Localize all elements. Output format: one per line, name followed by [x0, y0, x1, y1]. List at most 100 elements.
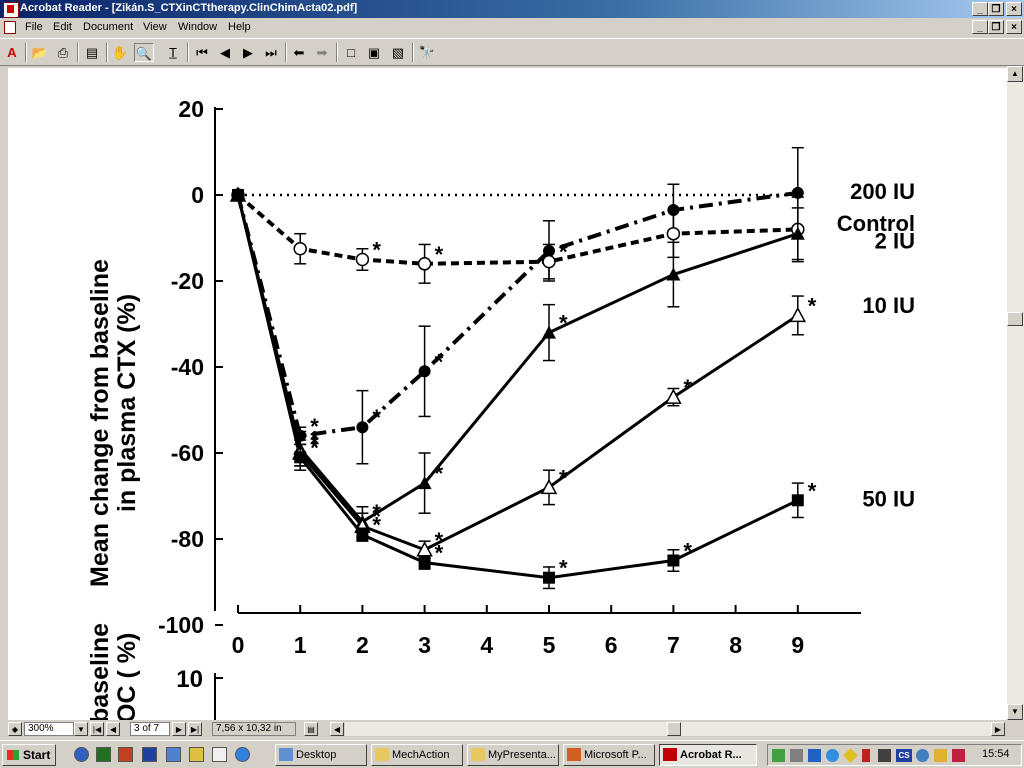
task-label: Microsoft P...: [584, 749, 647, 761]
network-icon[interactable]: [772, 749, 785, 762]
data-point: [417, 257, 432, 271]
acrobat-logo-icon[interactable]: A: [7, 45, 17, 60]
pdf-page[interactable]: Mean change from baseline in plasma CTX …: [8, 68, 1007, 720]
zoom-tool-icon[interactable]: 🔍: [134, 43, 154, 62]
doc-minimize-button[interactable]: _: [972, 20, 988, 34]
significance-star: *: [372, 500, 381, 525]
last-page-button[interactable]: ▶|: [188, 722, 202, 736]
menu-window[interactable]: Window: [178, 21, 218, 33]
x-tick-label: 2: [356, 632, 369, 658]
security-icon[interactable]: [843, 748, 858, 763]
browser-quicklaunch-icon[interactable]: [235, 747, 250, 762]
menu-document[interactable]: Document: [83, 21, 134, 33]
menu-view[interactable]: View: [143, 21, 167, 33]
minimize-button[interactable]: _: [972, 2, 988, 16]
page-indicator[interactable]: 3 of 7: [130, 722, 170, 736]
print-icon[interactable]: ⎙: [57, 45, 69, 60]
data-point: [790, 226, 805, 240]
next-page-button[interactable]: ▶: [172, 722, 186, 736]
doc-restore-button[interactable]: ❐: [988, 20, 1004, 34]
significance-star: *: [310, 427, 319, 452]
task-powerpoint[interactable]: Microsoft P...: [563, 744, 655, 766]
document-quicklaunch-icon[interactable]: [212, 747, 227, 762]
window-title: Acrobat Reader - [Zikán.S_CTXinCTtherapy…: [20, 2, 358, 14]
doc-close-button[interactable]: ×: [1006, 20, 1022, 34]
go-forward-icon[interactable]: ➡: [316, 45, 328, 60]
task-mechaction[interactable]: MechAction: [371, 744, 463, 766]
messenger-icon[interactable]: [826, 749, 839, 762]
lower-panel-label-line1: baseline: [86, 623, 114, 720]
zoom-dropdown-icon[interactable]: ▼: [74, 722, 88, 736]
toolbar: A 📂 ⎙ ▤ ✋ 🔍 T̲ ⏮ ◀ ▶ ⏭ ⬅ ➡ □ ▣ ▧ 🔭: [0, 38, 1024, 66]
explorer-quicklaunch-icon[interactable]: [166, 747, 181, 762]
task-label: MyPresenta...: [488, 749, 556, 761]
acrobat-app-icon[interactable]: [3, 2, 19, 18]
navigation-pane-icon[interactable]: ▤: [85, 45, 99, 60]
find-icon[interactable]: 🔭: [418, 45, 436, 60]
last-page-icon[interactable]: ⏭: [265, 45, 277, 60]
scroll-thumb[interactable]: [1007, 312, 1023, 326]
fit-page-icon[interactable]: ▣: [367, 45, 381, 60]
actual-size-icon[interactable]: □: [347, 45, 355, 60]
hand-tool-icon[interactable]: ✋: [111, 45, 129, 60]
outlook-quicklaunch-icon[interactable]: [118, 747, 133, 762]
page-layout-icon[interactable]: ▤: [304, 722, 318, 736]
x-tick-label: 3: [418, 632, 431, 658]
vertical-scrollbar[interactable]: ▲ ▼: [1007, 66, 1024, 720]
alert-icon[interactable]: [862, 749, 870, 762]
notes-quicklaunch-icon[interactable]: [189, 747, 204, 762]
antivirus-icon[interactable]: [952, 749, 965, 762]
y-axis-label-line2: in plasma CTX (%): [113, 294, 141, 512]
x-tick-label: 6: [605, 632, 618, 658]
first-page-icon[interactable]: ⏮: [196, 45, 208, 60]
taskbar: Start Desktop MechAction MyPresenta... M…: [0, 740, 1024, 768]
fit-width-icon[interactable]: ▧: [391, 45, 405, 60]
text-select-icon[interactable]: T̲: [169, 45, 177, 60]
excel-quicklaunch-icon[interactable]: [96, 747, 111, 762]
data-point: [355, 252, 370, 267]
horizontal-scrollbar[interactable]: [345, 722, 991, 736]
scroll-down-button[interactable]: ▼: [1007, 704, 1023, 720]
restore-button[interactable]: ❐: [988, 2, 1004, 16]
volume-icon[interactable]: [790, 749, 803, 762]
cs-icon[interactable]: CS: [896, 749, 912, 762]
x-tick-label: 0: [232, 632, 245, 658]
previous-page-icon[interactable]: ◀: [220, 45, 230, 60]
sync-icon[interactable]: [916, 749, 929, 762]
task-acrobat[interactable]: Acrobat R...: [659, 744, 757, 766]
series-label: 2 IU: [875, 228, 915, 253]
next-page-icon[interactable]: ▶: [243, 45, 253, 60]
go-back-icon[interactable]: ⬅: [293, 45, 305, 60]
open-icon[interactable]: 📂: [31, 45, 49, 60]
scroll-left-button[interactable]: ◀: [330, 722, 344, 736]
y-tick-label: -80: [171, 526, 204, 552]
y-tick-label: -20: [171, 268, 204, 294]
split-toggle-icon[interactable]: ◆: [8, 722, 22, 736]
first-page-button[interactable]: |◀: [90, 722, 104, 736]
scroll-right-button[interactable]: ▶: [991, 722, 1005, 736]
menu-file[interactable]: File: [25, 21, 43, 33]
significance-star: *: [559, 465, 568, 490]
horizontal-scroll-thumb[interactable]: [667, 722, 681, 736]
page-size-field: 7,56 x 10,32 in: [212, 722, 296, 736]
menu-edit[interactable]: Edit: [53, 21, 72, 33]
menu-help[interactable]: Help: [228, 21, 251, 33]
ie-quicklaunch-icon[interactable]: [74, 747, 89, 762]
data-point: [543, 571, 555, 584]
y-tick-label: 20: [178, 96, 204, 122]
word-quicklaunch-icon[interactable]: [142, 747, 157, 762]
lower-panel-label-line2: OC ( %): [113, 633, 141, 720]
prev-page-button[interactable]: ◀: [106, 722, 120, 736]
y-tick-label: -60: [171, 440, 204, 466]
display-icon[interactable]: [808, 749, 821, 762]
zoom-field[interactable]: 300%: [24, 722, 74, 736]
start-button[interactable]: Start: [2, 744, 56, 766]
close-button[interactable]: ×: [1006, 2, 1022, 16]
task-mypresentations[interactable]: MyPresenta...: [467, 744, 559, 766]
monitor-icon[interactable]: [878, 749, 891, 762]
x-tick-label: 8: [729, 632, 742, 658]
task-desktop[interactable]: Desktop: [275, 744, 367, 766]
document-icon[interactable]: [4, 21, 16, 34]
battery-icon[interactable]: [934, 749, 947, 762]
scroll-up-button[interactable]: ▲: [1007, 66, 1023, 82]
